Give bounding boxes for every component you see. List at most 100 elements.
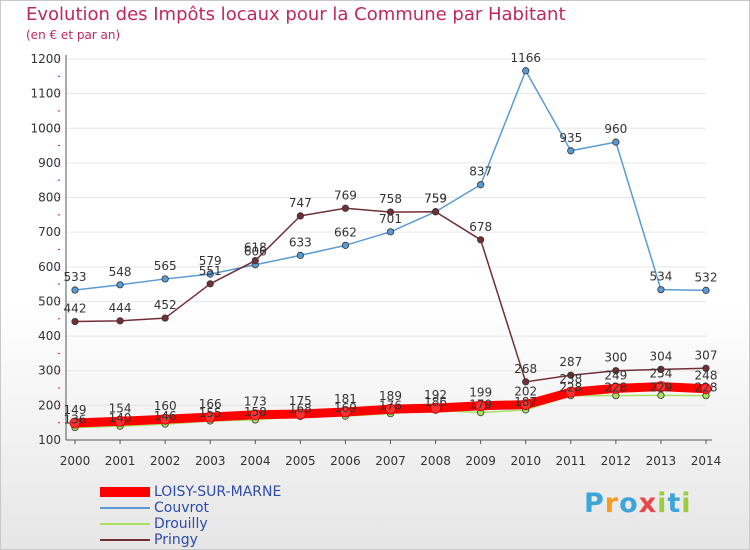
data-label: 268 — [514, 362, 537, 376]
x-tick-label: 2003 — [195, 454, 226, 468]
x-tick-label: 2014 — [691, 454, 722, 468]
data-label: 202 — [514, 385, 537, 399]
logo-letter: r — [604, 488, 620, 519]
data-label: 534 — [649, 270, 672, 284]
data-label: 228 — [559, 381, 582, 395]
data-point — [341, 241, 350, 249]
data-point — [386, 228, 395, 236]
y-tick-label: 800 — [38, 191, 61, 205]
data-label: 935 — [559, 131, 582, 145]
proxiti-logo: Proxiti — [584, 488, 692, 519]
data-label: 189 — [379, 389, 402, 403]
data-label: 192 — [424, 388, 447, 402]
data-point — [249, 409, 261, 421]
data-label: 565 — [154, 259, 177, 273]
data-point — [612, 367, 620, 375]
data-label: 140 — [109, 411, 132, 425]
logo-letter: t — [667, 488, 682, 519]
data-point — [296, 212, 304, 220]
x-tick-label: 2002 — [150, 454, 181, 468]
x-tick-label: 2008 — [420, 454, 451, 468]
data-label: 444 — [109, 301, 132, 315]
series-line-couvrot — [74, 70, 707, 292]
data-label: 228 — [695, 381, 718, 395]
y-tick-label: 1100 — [30, 87, 61, 101]
legend-swatch-couvrot — [100, 507, 150, 509]
logo-letter: P — [584, 488, 605, 519]
data-point — [431, 208, 440, 216]
x-tick-label: 2009 — [465, 454, 496, 468]
data-label: 199 — [469, 386, 492, 400]
data-label: 769 — [334, 188, 357, 202]
data-point — [114, 415, 126, 427]
chart-title: Evolution des Impôts locaux pour la Comm… — [26, 4, 566, 25]
x-tick-label: 2012 — [601, 454, 632, 468]
data-label: 154 — [109, 401, 132, 415]
data-point — [206, 270, 214, 278]
data-label: 249 — [604, 368, 627, 382]
legend: LOISY-SUR-MARNE Couvrot Drouilly Pringy — [100, 484, 281, 548]
data-label: 168 — [289, 401, 312, 415]
data-label: 176 — [379, 399, 402, 413]
x-tick-label: 2005 — [285, 454, 316, 468]
data-point — [657, 286, 665, 294]
legend-label-pringy: Pringy — [154, 532, 198, 548]
y-tick-label: 300 — [38, 364, 61, 378]
chart-subtitle: (en € et par an) — [26, 28, 121, 42]
data-label: 759 — [424, 192, 447, 206]
data-label: 307 — [695, 348, 718, 362]
data-label: 187 — [514, 395, 537, 409]
data-label: 837 — [469, 165, 492, 179]
x-tick-label: 2004 — [240, 454, 271, 468]
legend-swatch-loisy — [100, 487, 150, 497]
logo-letter: i — [657, 488, 668, 519]
x-tick-label: 2013 — [646, 454, 677, 468]
data-label: 158 — [244, 405, 267, 419]
data-point — [655, 381, 667, 393]
data-point — [71, 286, 79, 294]
data-point — [159, 413, 171, 425]
data-point — [702, 364, 710, 372]
data-label: 287 — [559, 355, 582, 369]
data-point — [702, 286, 710, 294]
data-point — [565, 386, 577, 398]
y-tick-label: 700 — [38, 225, 61, 239]
data-point — [71, 317, 79, 326]
data-label: 662 — [334, 225, 357, 239]
data-point — [296, 251, 304, 259]
data-label: 442 — [64, 302, 87, 316]
y-tick-label: 100 — [38, 433, 61, 447]
legend-item-pringy: Pringy — [100, 532, 281, 548]
data-point — [116, 281, 124, 289]
data-label: 229 — [649, 380, 672, 394]
data-label: 186 — [424, 395, 447, 409]
legend-swatch-drouilly — [100, 523, 150, 525]
data-point — [477, 181, 485, 189]
data-point — [206, 280, 214, 288]
legend-swatch-pringy — [100, 539, 150, 541]
data-point — [340, 406, 351, 418]
data-label: 452 — [154, 298, 177, 312]
data-point — [204, 411, 216, 423]
legend-item-drouilly: Drouilly — [100, 516, 281, 532]
data-point — [385, 403, 396, 415]
data-label: 701 — [379, 212, 402, 226]
logo-letter: i — [681, 488, 692, 519]
data-label: 579 — [199, 254, 222, 268]
y-tick-label: 200 — [38, 398, 61, 412]
data-label: 169 — [334, 401, 357, 415]
legend-label-couvrot: Couvrot — [154, 500, 210, 516]
data-label: 1166 — [510, 51, 541, 65]
data-point — [612, 138, 620, 146]
data-point — [116, 317, 124, 325]
data-label: 173 — [244, 395, 267, 409]
x-tick-label: 2001 — [105, 454, 136, 468]
data-point — [477, 236, 485, 244]
data-point — [700, 383, 712, 395]
data-label: 533 — [64, 270, 87, 284]
data-label: 633 — [289, 235, 312, 249]
data-point — [567, 371, 575, 379]
data-point — [69, 417, 81, 429]
data-label: 548 — [109, 265, 132, 279]
